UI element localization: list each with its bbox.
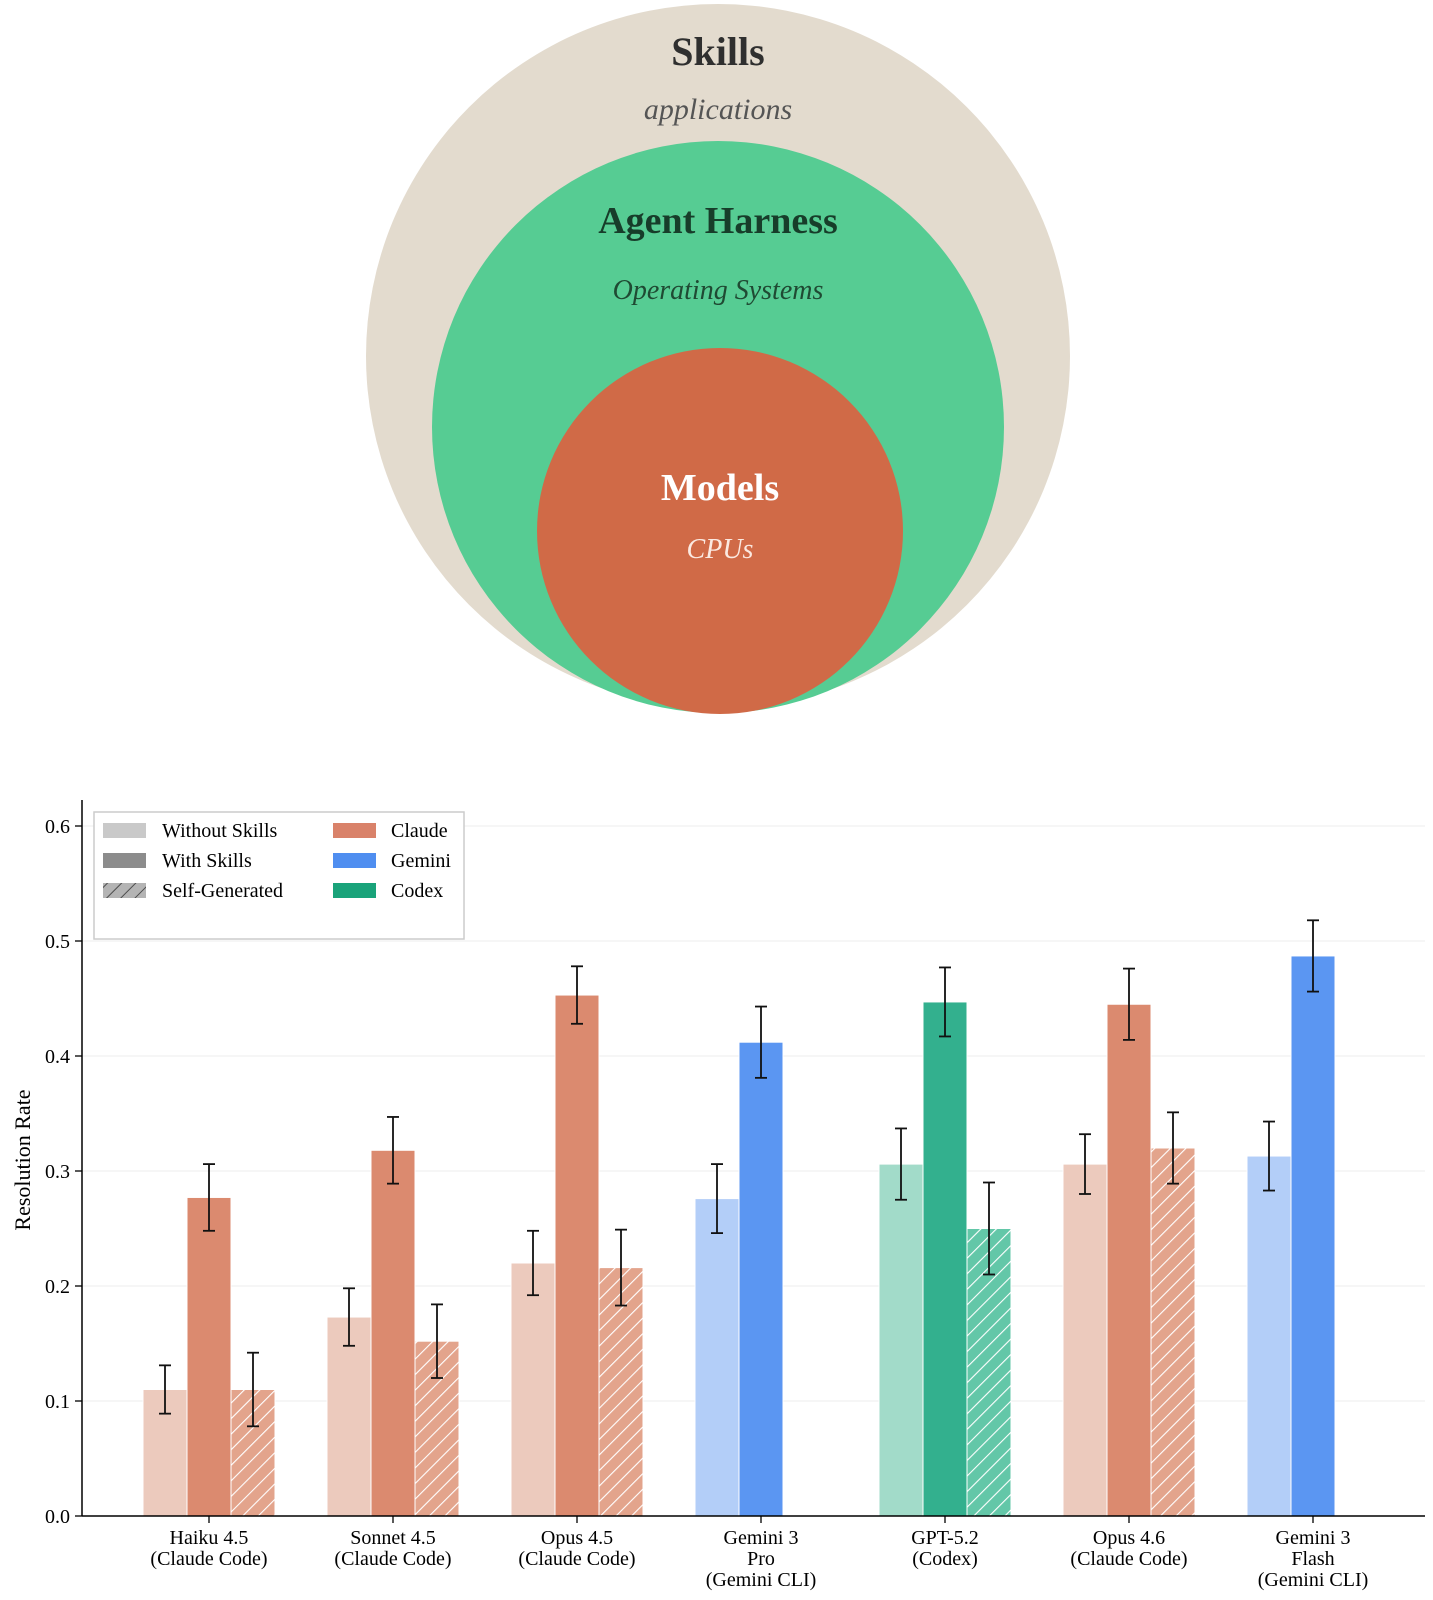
x-tick-label: Flash — [1291, 1548, 1334, 1570]
legend-swatch-gemini — [333, 853, 376, 868]
y-tick-label: 0.2 — [45, 1276, 70, 1298]
bar-without — [694, 1198, 740, 1517]
legend-swatch-without-skills — [103, 823, 146, 838]
y-axis-label: Resolution Rate — [10, 1089, 35, 1230]
x-tick-label: (Codex) — [912, 1548, 978, 1570]
models-subtitle: CPUs — [687, 534, 754, 565]
bar-with — [922, 1001, 968, 1517]
x-ticks: Haiku 4.5(Claude Code)Sonnet 4.5(Claude … — [150, 1516, 1368, 1591]
bar-without — [1062, 1163, 1108, 1517]
bar-with — [370, 1149, 416, 1517]
bar-with — [554, 994, 600, 1517]
y-tick-label: 0.3 — [45, 1161, 70, 1183]
legend-label-gemini: Gemini — [391, 850, 451, 872]
y-tick-label: 0.5 — [45, 931, 70, 953]
x-tick-label: (Claude Code) — [334, 1548, 451, 1570]
x-tick-label: (Gemini CLI) — [1258, 1569, 1369, 1591]
bar-self-hatch — [1151, 1148, 1195, 1516]
bar-self-hatch — [599, 1267, 643, 1516]
legend: Without Skills With Skills Self-Generate… — [93, 811, 465, 940]
y-ticks: 0.0 0.1 0.2 0.3 0.4 0.5 0.6 — [45, 816, 82, 1528]
models-circle — [537, 348, 903, 714]
error-bars — [159, 919, 1319, 1428]
y-tick-label: 0.1 — [45, 1391, 70, 1413]
legend-frame — [93, 811, 465, 940]
x-tick-label: GPT-5.2 — [911, 1527, 979, 1549]
bar-without — [510, 1262, 556, 1517]
skills-title: Skills — [671, 29, 764, 74]
y-tick-label: 0.0 — [45, 1506, 70, 1528]
agent-harness-subtitle: Operating Systems — [613, 275, 824, 306]
legend-swatch-self-generated-hatch — [103, 883, 146, 898]
bar-without — [326, 1316, 372, 1517]
legend-label-with-skills: With Skills — [162, 850, 252, 872]
legend-label-self-generated: Self-Generated — [162, 880, 283, 902]
skills-subtitle: applications — [644, 93, 792, 126]
x-tick-label: Gemini 3 — [724, 1527, 799, 1549]
x-tick-label: (Claude Code) — [518, 1548, 635, 1570]
bar-with — [1106, 1003, 1152, 1517]
bar-without — [1246, 1155, 1292, 1517]
bar-without — [878, 1163, 924, 1517]
x-tick-label: Haiku 4.5 — [170, 1527, 249, 1549]
x-tick-label: Gemini 3 — [1276, 1527, 1351, 1549]
x-tick-label: (Gemini CLI) — [706, 1569, 817, 1591]
agent-harness-title: Agent Harness — [598, 200, 838, 242]
x-tick-label: Opus 4.5 — [541, 1527, 613, 1549]
bar-chart: 0.00.10.20.30.40.50.6 Haiku 4.5(Claude C… — [10, 800, 1425, 1591]
models-title: Models — [661, 467, 779, 509]
legend-label-codex: Codex — [391, 880, 443, 902]
legend-swatch-claude — [333, 823, 376, 838]
x-tick-label: (Claude Code) — [150, 1548, 267, 1570]
y-tick-label: 0.4 — [45, 1046, 70, 1068]
x-tick-label: Pro — [747, 1548, 775, 1570]
y-tick-label: 0.6 — [45, 816, 70, 838]
legend-label-claude: Claude — [391, 820, 448, 842]
bar-with — [186, 1196, 232, 1517]
x-tick-label: Sonnet 4.5 — [350, 1527, 436, 1549]
x-tick-label: (Claude Code) — [1070, 1548, 1187, 1570]
bar-with — [1290, 955, 1336, 1517]
legend-swatch-with-skills — [103, 853, 146, 868]
legend-label-without-skills: Without Skills — [162, 820, 278, 842]
x-tick-label: Opus 4.6 — [1093, 1527, 1165, 1549]
legend-swatch-codex — [333, 883, 376, 898]
bar-with — [738, 1041, 784, 1517]
bars — [142, 955, 1336, 1517]
layer-diagram: Skills applications Agent Harness Operat… — [366, 4, 1070, 714]
bar-self-hatch — [967, 1228, 1011, 1516]
